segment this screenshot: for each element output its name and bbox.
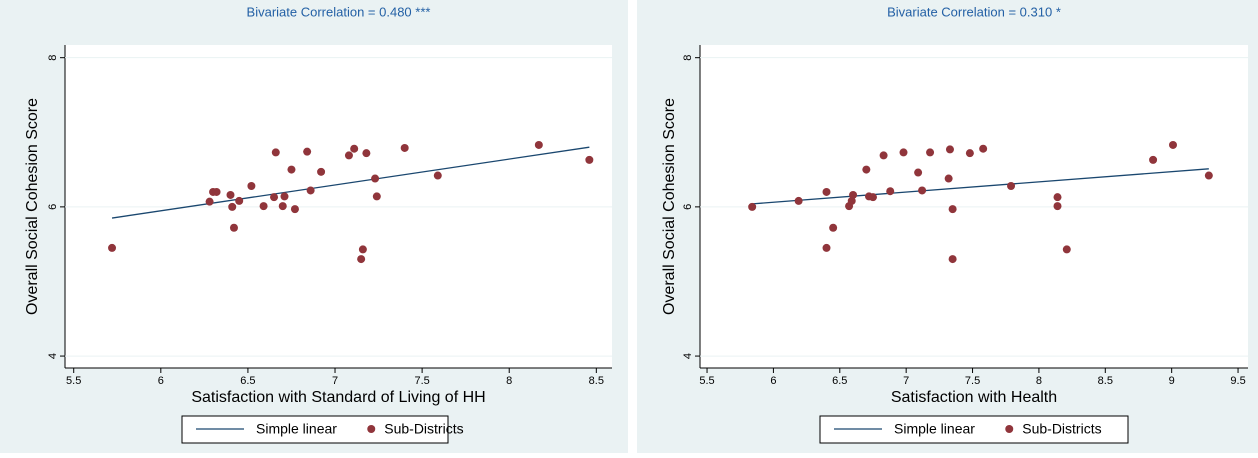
point bbox=[108, 243, 117, 252]
point bbox=[344, 151, 353, 160]
point bbox=[879, 151, 888, 160]
chart-title: Bivariate Correlation = 0.310 * bbox=[887, 4, 1061, 19]
point bbox=[229, 223, 238, 232]
point bbox=[1149, 155, 1158, 164]
point bbox=[350, 144, 359, 153]
legend: Simple linear Sub-Districts bbox=[181, 415, 464, 444]
point bbox=[372, 192, 381, 201]
x-tick-label: 5.5 bbox=[66, 375, 81, 387]
point bbox=[287, 165, 296, 174]
panel: Bivariate Correlation = 0.480 *** 4 6 8 5.5 6… bbox=[0, 0, 628, 453]
point bbox=[948, 205, 957, 214]
y-tick-label: 4 bbox=[47, 353, 59, 359]
x-tick-label: 8 bbox=[506, 375, 512, 387]
x-tick-label: 5.5 bbox=[699, 375, 714, 387]
point bbox=[226, 190, 235, 199]
legend-label: Simple linear bbox=[256, 421, 337, 437]
x-tick-label: 6 bbox=[158, 375, 164, 387]
point bbox=[899, 148, 908, 157]
x-tick-label: 8 bbox=[1036, 375, 1042, 387]
legend-label: Simple linear bbox=[894, 421, 975, 437]
point bbox=[247, 181, 256, 190]
x-axis-title: Satisfaction with Health bbox=[891, 389, 1057, 406]
x-tick-label: 7.5 bbox=[965, 375, 980, 387]
point bbox=[944, 174, 953, 183]
legend-marker bbox=[1005, 425, 1014, 433]
point bbox=[280, 192, 289, 201]
point bbox=[278, 202, 287, 211]
chart-title: Bivariate Correlation = 0.480 *** bbox=[247, 4, 431, 19]
point bbox=[228, 202, 237, 211]
point bbox=[914, 168, 923, 177]
point bbox=[1204, 171, 1213, 180]
y-tick-label: 6 bbox=[47, 204, 59, 210]
fit-line bbox=[752, 168, 1209, 205]
point bbox=[965, 149, 974, 158]
x-tick-label: 6.5 bbox=[832, 375, 847, 387]
x-tick-label: 7.5 bbox=[414, 375, 429, 387]
point bbox=[945, 145, 954, 154]
legend-marker bbox=[367, 425, 376, 433]
point bbox=[259, 202, 268, 211]
legend-label: Sub-Districts bbox=[1022, 421, 1101, 437]
x-tick-label: 8.5 bbox=[589, 375, 604, 387]
point bbox=[1062, 245, 1071, 254]
y-tick-label: 6 bbox=[682, 204, 694, 210]
y-tick-label: 8 bbox=[682, 55, 694, 61]
fit-line bbox=[111, 146, 590, 219]
point bbox=[534, 140, 543, 149]
x-tick-label: 6.5 bbox=[240, 375, 255, 387]
x-tick-label: 8.5 bbox=[1098, 375, 1113, 387]
point bbox=[886, 187, 895, 196]
point bbox=[1053, 202, 1062, 211]
legend-label: Sub-Districts bbox=[384, 421, 463, 437]
y-axis-title: Overall Social Cohesion Score bbox=[24, 98, 41, 315]
point bbox=[1007, 181, 1016, 190]
point bbox=[270, 193, 279, 202]
point bbox=[822, 243, 831, 252]
point bbox=[357, 255, 366, 264]
x-axis-title: Satisfaction with Standard of Living of … bbox=[191, 389, 485, 406]
point bbox=[862, 165, 871, 174]
y-tick-label: 8 bbox=[47, 55, 59, 61]
point bbox=[371, 174, 380, 183]
point bbox=[317, 167, 326, 176]
panel: Bivariate Correlation = 0.310 * 4 6 8 5.5 6 6.… bbox=[637, 0, 1258, 453]
point bbox=[918, 186, 927, 195]
point bbox=[271, 148, 280, 157]
x-tick-label: 7 bbox=[903, 375, 909, 387]
point bbox=[433, 171, 442, 180]
point bbox=[235, 196, 244, 205]
point bbox=[362, 149, 371, 158]
point bbox=[849, 190, 858, 199]
point bbox=[829, 223, 838, 232]
point bbox=[794, 196, 803, 205]
point bbox=[1053, 193, 1062, 202]
x-tick-label: 9 bbox=[1169, 375, 1175, 387]
point bbox=[303, 147, 312, 156]
point bbox=[290, 205, 299, 214]
point bbox=[847, 196, 856, 205]
point bbox=[948, 255, 957, 264]
point bbox=[1168, 140, 1177, 149]
y-tick-label: 4 bbox=[682, 353, 694, 359]
x-tick-label: 7 bbox=[332, 375, 338, 387]
point bbox=[358, 245, 367, 254]
point bbox=[205, 197, 214, 206]
point bbox=[822, 187, 831, 196]
x-tick-label: 6 bbox=[770, 375, 776, 387]
point bbox=[400, 143, 409, 152]
point bbox=[868, 193, 877, 202]
point bbox=[979, 144, 988, 153]
point bbox=[926, 148, 935, 157]
x-tick-label: 9.5 bbox=[1230, 375, 1245, 387]
y-axis-title: Overall Social Cohesion Score bbox=[661, 98, 678, 315]
point bbox=[748, 202, 757, 211]
legend: Simple linear Sub-Districts bbox=[819, 415, 1129, 444]
point bbox=[306, 186, 315, 195]
point bbox=[212, 187, 221, 196]
point bbox=[585, 155, 594, 164]
